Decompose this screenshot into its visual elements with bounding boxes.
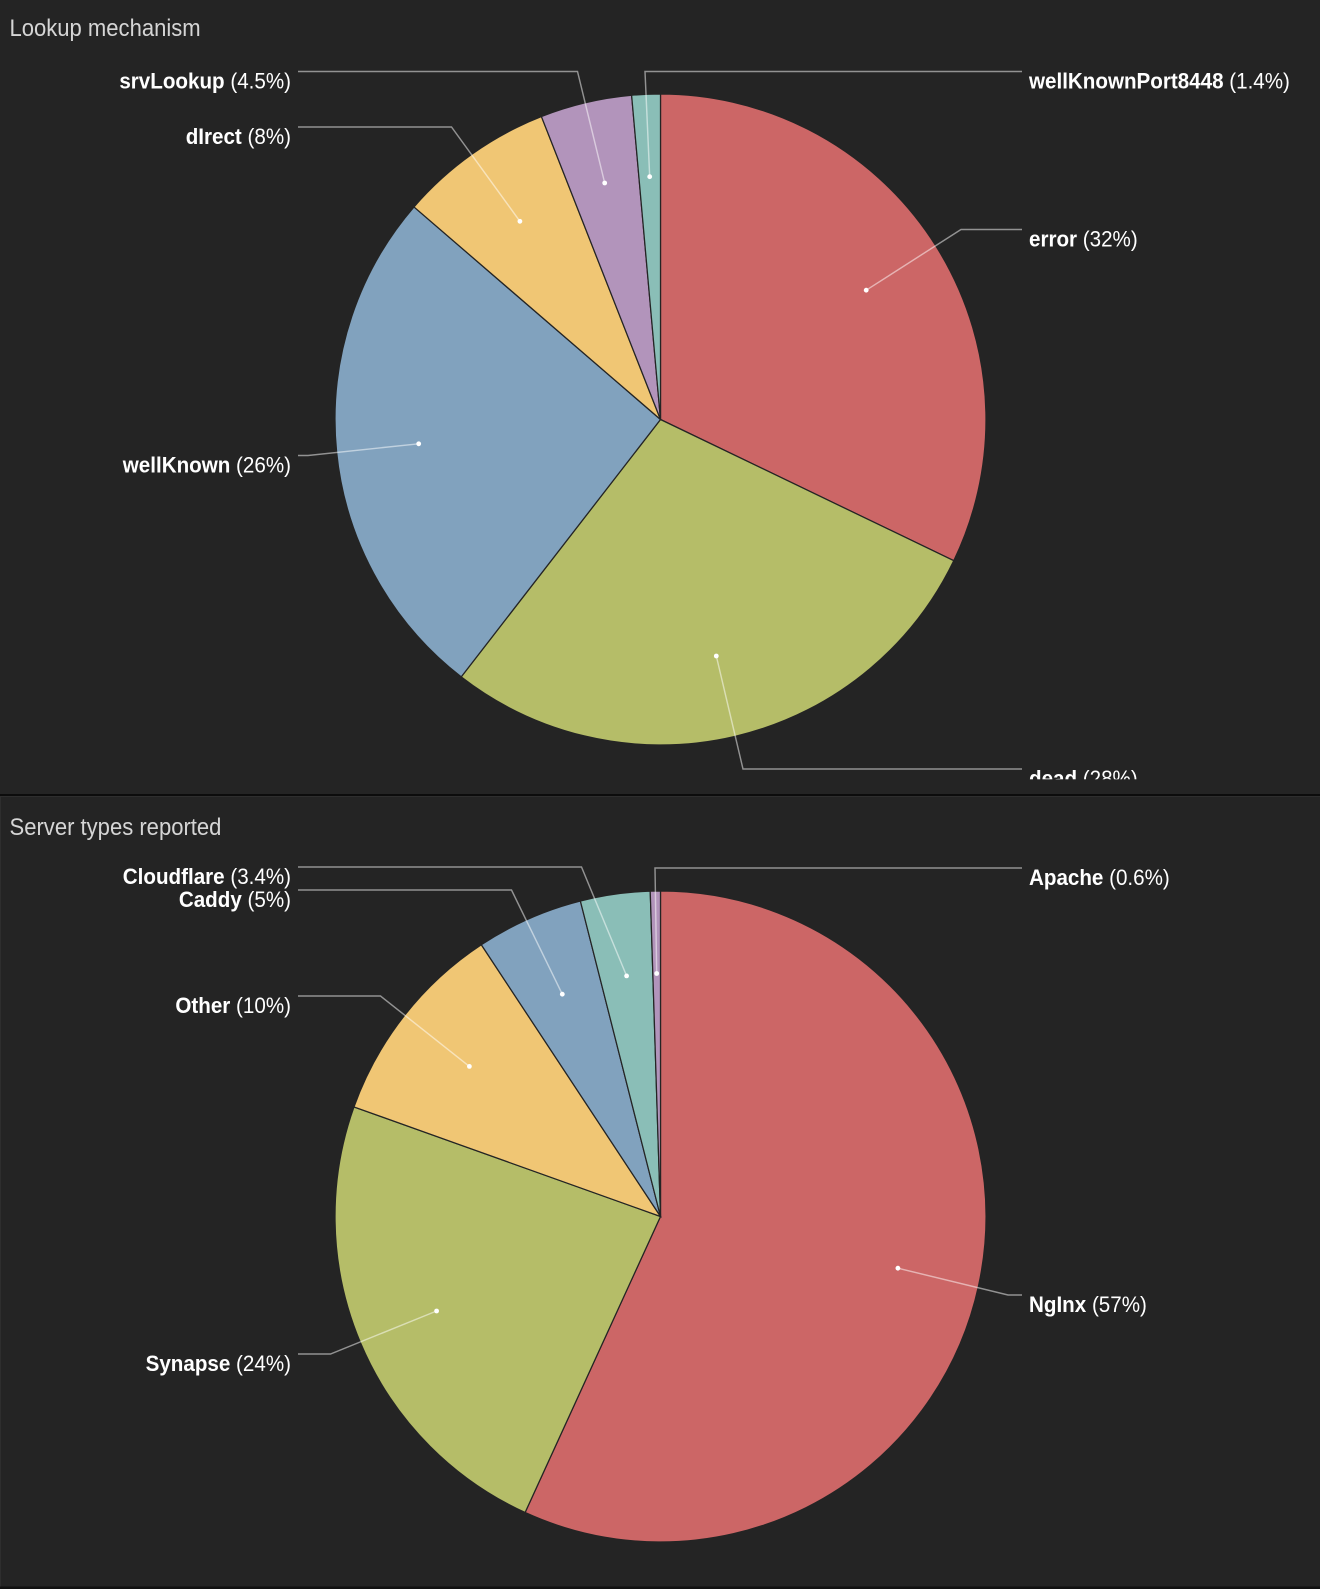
svg-text:Cloudflare (3.4%): Cloudflare (3.4%) — [123, 864, 291, 889]
svg-text:error (32%): error (32%) — [1029, 227, 1138, 252]
svg-text:wellKnownPort8448 (1.4%): wellKnownPort8448 (1.4%) — [1028, 69, 1290, 94]
svg-text:Lookup mechanism: Lookup mechanism — [10, 14, 201, 41]
svg-text:srvLookup (4.5%): srvLookup (4.5%) — [119, 69, 291, 94]
svg-text:wellKnown (26%): wellKnown (26%) — [122, 453, 291, 478]
svg-text:Synapse (24%): Synapse (24%) — [146, 1351, 291, 1376]
svg-text:Other (10%): Other (10%) — [175, 993, 291, 1018]
svg-text:Apache (0.6%): Apache (0.6%) — [1029, 865, 1170, 890]
svg-text:NgInx (57%): NgInx (57%) — [1029, 1292, 1147, 1317]
svg-text:Caddy (5%): Caddy (5%) — [179, 887, 291, 912]
svg-text:Server types reported: Server types reported — [10, 813, 222, 840]
svg-text:dIrect (8%): dIrect (8%) — [186, 124, 291, 149]
